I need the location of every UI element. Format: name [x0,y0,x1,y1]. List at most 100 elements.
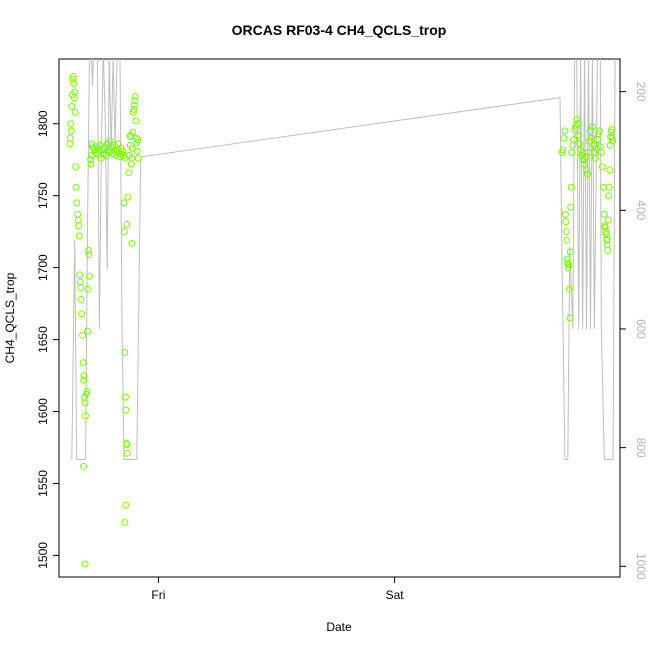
data-point [76,271,84,279]
chart-title: ORCAS RF03-4 CH4_QCLS_trop [232,22,447,38]
data-point [608,126,616,133]
data-point [568,149,576,156]
y-axis: 1500 1550 1600 1650 1700 1750 1800 [36,110,60,569]
data-point [82,412,90,420]
data-point [560,134,568,142]
data-point [69,72,77,80]
data-point [605,192,613,200]
data-point [73,199,81,207]
data-point [68,103,76,110]
data-point [86,272,93,280]
data-point [131,92,139,100]
data-point [130,105,138,113]
data-point [72,163,80,171]
data-point [122,501,130,509]
right-y-tick-label: 800 [634,438,648,458]
data-point [83,390,91,398]
data-point [602,228,610,236]
data-point [111,147,119,155]
data-point [585,149,592,156]
data-point [570,136,578,144]
y-tick-label: 1600 [36,398,50,425]
data-point [591,154,599,162]
data-point [119,147,127,155]
data-point [573,115,581,123]
data-point [128,239,136,247]
data-point [69,75,77,83]
data-point [603,235,611,243]
data-point [129,108,137,116]
data-point [603,241,611,249]
data-point [87,156,94,164]
data-point [85,251,93,259]
data-point [595,127,603,135]
data-point [604,216,612,224]
right-y-axis: 200 400 600 800 1000 [619,82,648,580]
plot-frame [58,58,621,578]
data-point [67,120,75,128]
data-point [74,216,82,224]
data-point [565,285,573,293]
x-tick-label: Sat [386,588,405,602]
data-point [581,160,589,168]
data-point [120,199,128,207]
data-point [74,210,82,218]
data-point [80,462,88,470]
data-point [605,183,613,191]
data-point [76,278,84,286]
data-point [584,170,591,178]
data-point [85,246,92,254]
data-point [129,128,137,136]
altitude-line [71,59,616,460]
data-point [80,376,88,384]
data-point [569,141,577,149]
data-point [130,101,138,109]
data-point [566,314,574,322]
right-y-tick-label: 200 [634,82,648,102]
data-point [84,327,91,335]
data-point [78,310,86,318]
y-tick-label: 1800 [36,110,50,137]
y-axis-label: CH4_QCLS_trop [3,272,17,363]
data-point [564,259,572,267]
data-point [563,236,571,244]
data-point [75,222,83,230]
data-point [120,228,128,236]
data-point [594,130,602,138]
data-point-layer [66,72,617,568]
data-point [71,108,79,116]
data-point [592,144,600,152]
data-point [127,160,135,168]
x-tick-label: Fri [151,588,165,602]
data-point [66,140,74,148]
y-tick-label: 1750 [36,182,50,209]
data-point [600,210,608,218]
data-point [81,560,89,568]
data-point [131,97,139,105]
data-point [75,232,83,240]
data-point [559,146,567,154]
data-point [597,149,605,156]
data-point [574,120,582,128]
data-point [561,210,569,218]
data-point [562,218,570,226]
data-point [121,518,129,526]
data-point [84,285,92,293]
data-point [562,228,570,236]
data-point [588,123,596,131]
altitude-line-layer [71,59,616,460]
y-tick-label: 1700 [36,254,50,281]
data-point [133,139,141,146]
data-point [606,166,614,174]
data-point [565,261,573,269]
data-point [77,295,85,303]
y-tick-label: 1550 [36,470,50,497]
y-tick-label: 1650 [36,326,50,353]
data-point [132,117,140,125]
data-point [120,151,128,159]
right-y-tick-label: 600 [634,319,648,339]
data-point [567,183,575,191]
data-point [70,80,78,87]
y-tick-label: 1500 [36,542,50,569]
data-point [587,127,594,135]
